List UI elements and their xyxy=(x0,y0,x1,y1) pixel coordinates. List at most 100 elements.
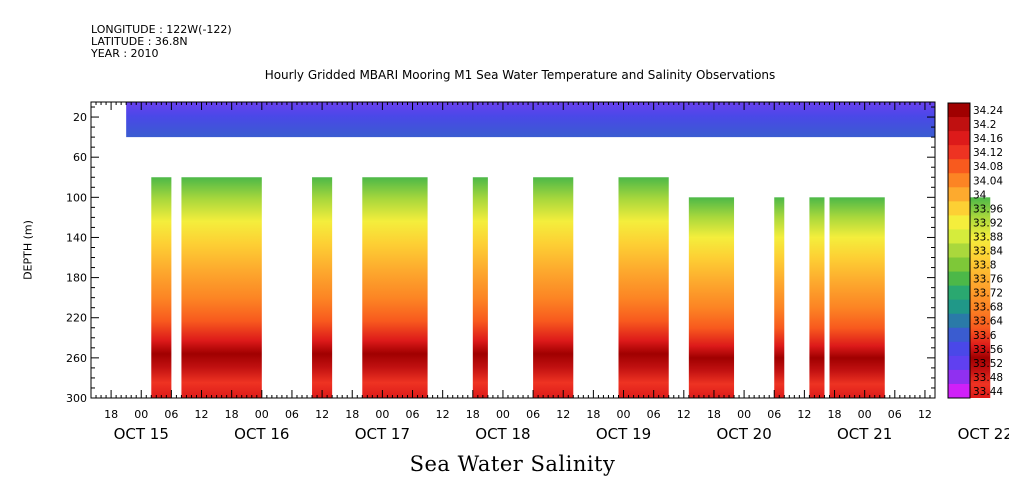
y-tick-label: 300 xyxy=(66,392,87,405)
colorbar-swatch xyxy=(948,313,970,329)
colorbar-label: 33.96 xyxy=(973,203,1003,215)
x-tick-label: 12 xyxy=(556,408,570,421)
colorbar-swatch xyxy=(948,257,970,273)
x-tick-label: 06 xyxy=(406,408,420,421)
x-tick-label: 00 xyxy=(496,408,510,421)
x-day-label: OCT 17 xyxy=(355,425,410,443)
year-label: YEAR : 2010 xyxy=(91,47,159,60)
y-tick-label: 60 xyxy=(73,151,87,164)
x-day-label: OCT 21 xyxy=(837,425,892,443)
x-tick-label: 06 xyxy=(526,408,540,421)
colorbar-label: 33.88 xyxy=(973,231,1003,243)
colorbar-swatch xyxy=(948,117,970,132)
x-tick-label: 18 xyxy=(828,408,842,421)
colorbar-swatch xyxy=(948,131,970,146)
x-tick-label: 18 xyxy=(586,408,600,421)
salinity-profile-1 xyxy=(151,177,172,398)
salinity-profile-6 xyxy=(533,177,574,398)
colorbar-swatch xyxy=(948,285,970,301)
x-tick-label: 00 xyxy=(858,408,872,421)
longitude-label: LONGITUDE : 122W(-122) xyxy=(91,23,232,36)
colorbar-swatch xyxy=(948,173,970,188)
salinity-profile-2 xyxy=(181,177,262,398)
x-tick-label: 06 xyxy=(888,408,902,421)
x-tick-label: 18 xyxy=(104,408,118,421)
colorbar-swatch xyxy=(948,159,970,174)
x-day-label: OCT 22 xyxy=(958,425,1009,443)
x-tick-label: 06 xyxy=(647,408,661,421)
surface-salinity-band xyxy=(126,102,935,138)
colorbar-swatch xyxy=(948,229,970,244)
colorbar-label: 33.64 xyxy=(973,316,1003,328)
colorbar-label: 33.6 xyxy=(973,330,997,342)
y-tick-label: 20 xyxy=(73,111,87,124)
chart-title: Hourly Gridded MBARI Mooring M1 Sea Wate… xyxy=(264,68,776,82)
salinity-profile-8 xyxy=(688,197,735,398)
x-tick-label: 12 xyxy=(315,408,329,421)
colorbar-label: 33.48 xyxy=(973,372,1003,384)
y-tick-label: 220 xyxy=(66,312,87,325)
x-tick-label: 00 xyxy=(255,408,269,421)
colorbar-swatch xyxy=(948,243,970,259)
colorbar-label: 34 xyxy=(973,189,987,201)
colorbar-swatch xyxy=(948,271,970,287)
x-day-label: OCT 19 xyxy=(596,425,651,443)
x-tick-label: 00 xyxy=(375,408,389,421)
colorbar-label: 34.16 xyxy=(973,133,1003,145)
colorbar-label: 33.56 xyxy=(973,344,1003,356)
salinity-profile-5 xyxy=(472,177,488,398)
x-day-label: OCT 20 xyxy=(716,425,771,443)
y-tick-label: 260 xyxy=(66,352,87,365)
y-tick-label: 100 xyxy=(66,191,87,204)
x-tick-label: 00 xyxy=(134,408,148,421)
colorbar-swatch xyxy=(948,369,970,385)
colorbar-label: 33.52 xyxy=(973,358,1003,370)
colorbar-label: 33.68 xyxy=(973,302,1003,314)
salinity-profile-10 xyxy=(809,197,825,398)
variable-title: Sea Water Salinity xyxy=(409,452,616,476)
colorbar-label: 33.84 xyxy=(973,246,1003,258)
latitude-label: LATITUDE : 36.8N xyxy=(91,35,188,48)
colorbar-label: 34.12 xyxy=(973,147,1003,159)
x-tick-label: 12 xyxy=(195,408,209,421)
colorbar-swatch xyxy=(948,355,970,371)
x-tick-label: 12 xyxy=(797,408,811,421)
x-tick-label: 06 xyxy=(767,408,781,421)
x-tick-label: 00 xyxy=(737,408,751,421)
salinity-profile-3 xyxy=(312,177,333,398)
colorbar-label: 34.24 xyxy=(973,105,1003,117)
colorbar-label: 33.76 xyxy=(973,274,1003,286)
colorbar-label: 34.04 xyxy=(973,175,1003,187)
colorbar-label: 34.08 xyxy=(973,161,1003,173)
colorbar-swatch xyxy=(948,187,970,202)
x-day-label: OCT 15 xyxy=(114,425,169,443)
y-tick-label: 180 xyxy=(66,272,87,285)
colorbar-swatch xyxy=(948,327,970,343)
salinity-profile-11 xyxy=(829,197,885,398)
colorbar-label: 33.72 xyxy=(973,288,1003,300)
x-day-label: OCT 18 xyxy=(475,425,530,443)
x-tick-label: 06 xyxy=(164,408,178,421)
colorbar-swatch xyxy=(948,299,970,315)
salinity-profile-9 xyxy=(774,197,785,398)
colorbar-label: 33.8 xyxy=(973,260,996,272)
colorbar-swatch xyxy=(948,145,970,160)
x-tick-label: 18 xyxy=(225,408,239,421)
colorbar-swatch xyxy=(948,103,970,118)
x-tick-label: 00 xyxy=(617,408,631,421)
colorbar-label: 34.2 xyxy=(973,119,996,131)
x-tick-label: 12 xyxy=(677,408,691,421)
colorbar-swatch xyxy=(948,215,970,230)
x-day-label: OCT 16 xyxy=(234,425,289,443)
x-tick-label: 12 xyxy=(436,408,450,421)
colorbar-swatch xyxy=(948,201,970,216)
x-tick-label: 06 xyxy=(285,408,299,421)
salinity-profile-7 xyxy=(618,177,669,398)
y-tick-label: 140 xyxy=(66,231,87,244)
salinity-profile-4 xyxy=(362,177,428,398)
x-tick-label: 18 xyxy=(345,408,359,421)
colorbar-label: 33.44 xyxy=(973,386,1003,398)
x-tick-label: 18 xyxy=(466,408,480,421)
x-tick-label: 18 xyxy=(707,408,721,421)
